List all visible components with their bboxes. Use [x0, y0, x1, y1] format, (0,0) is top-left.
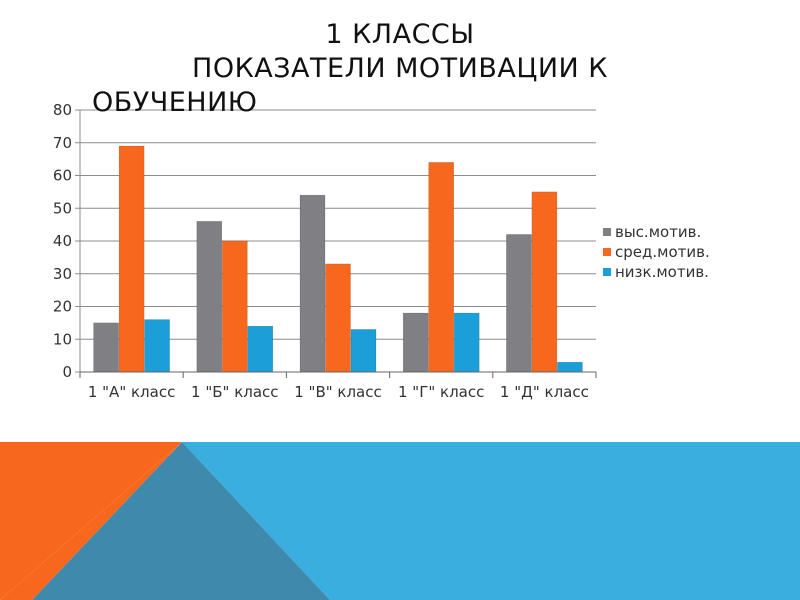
bar — [93, 322, 119, 373]
bar — [118, 145, 145, 373]
chart-legend: выс.мотив. сред.мотив. низк.мотив. — [603, 223, 710, 281]
x-tick-label: 1 "Б" класс — [191, 383, 279, 401]
slide-title-line-1: 1 КЛАССЫ — [325, 19, 475, 50]
legend-label: сред.мотив. — [615, 243, 710, 261]
x-axis: 1 "А" класс 1 "Б" класс 1 "В" класс 1 "Г" к… — [79, 371, 597, 401]
bar — [247, 325, 274, 373]
bar — [531, 191, 558, 373]
legend-swatch — [603, 228, 611, 236]
y-tick-label: 40 — [53, 232, 72, 250]
decor-orange-lower — [0, 442, 182, 600]
bar — [428, 162, 454, 373]
x-tick-label: 1 "А" класс — [88, 383, 175, 401]
y-tick-label: 10 — [53, 330, 72, 348]
y-tick-label: 30 — [53, 265, 72, 283]
slide-title-line-3: ОБУЧЕНИЮ — [92, 87, 258, 118]
y-tick-label: 20 — [53, 298, 72, 316]
bar — [402, 312, 429, 373]
x-tick-label: 1 "Г" класс — [398, 383, 484, 401]
bar — [506, 234, 532, 373]
chart-bars — [93, 145, 583, 373]
y-axis: 0 10 20 30 40 50 60 70 80 — [53, 101, 81, 381]
legend-label: выс.мотив. — [615, 223, 701, 241]
bar — [222, 240, 248, 373]
y-tick-label: 70 — [53, 134, 72, 152]
y-tick-label: 80 — [53, 101, 72, 119]
bar — [557, 361, 583, 373]
y-tick-label: 60 — [53, 167, 72, 185]
bar — [144, 319, 170, 373]
slide-title-line-2: ПОКАЗАТЕЛИ МОТИВАЦИИ К — [192, 53, 608, 84]
decor-steel-triangle — [32, 442, 330, 600]
slide-title: 1 КЛАССЫ ПОКАЗАТЕЛИ МОТИВАЦИИ К ОБУЧЕНИЮ — [0, 18, 800, 120]
bar — [299, 194, 326, 373]
bar — [350, 329, 377, 373]
x-tick-label: 1 "В" класс — [294, 383, 382, 401]
decor-blue-band — [182, 442, 800, 600]
y-tick-label: 0 — [62, 363, 72, 381]
bar — [453, 312, 480, 373]
bar — [196, 221, 223, 373]
y-tick-label: 50 — [53, 199, 72, 217]
legend-label: низк.мотив. — [615, 263, 709, 281]
x-tick-label: 1 "Д" класс — [500, 383, 589, 401]
bar — [325, 263, 351, 373]
legend-swatch — [603, 248, 611, 256]
legend-swatch — [603, 268, 611, 276]
